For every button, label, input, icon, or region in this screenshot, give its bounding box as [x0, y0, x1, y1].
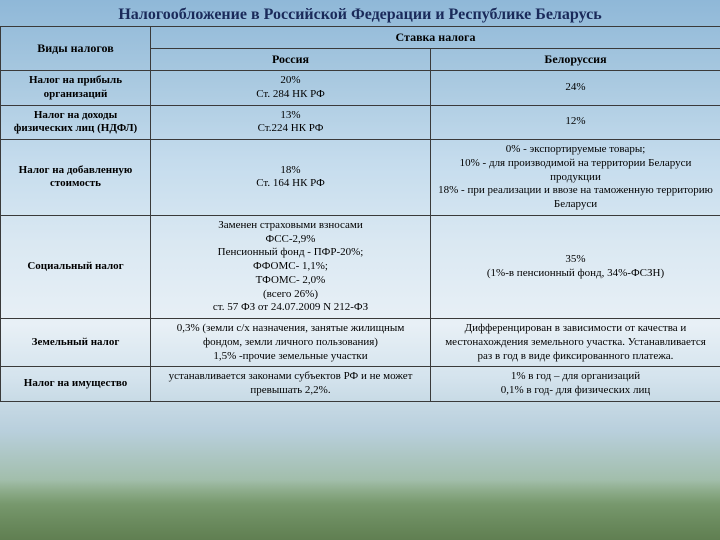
cell-type: Налог на доходы физических лиц (НДФЛ): [1, 105, 151, 140]
cell-ru: устанавливается законами субъектов РФ и …: [151, 367, 431, 402]
table-row: Налог на доходы физических лиц (НДФЛ) 13…: [1, 105, 720, 140]
cell-type: Налог на имущество: [1, 367, 151, 402]
cell-by: 35%(1%-в пенсионный фонд, 34%-ФСЗН): [431, 215, 720, 318]
cell-type: Социальный налог: [1, 215, 151, 318]
table-row: Налог на прибыль организаций 20%Ст. 284 …: [1, 71, 720, 106]
th-russia: Россия: [151, 49, 431, 71]
table-row: Налог на добавленную стоимость 18%Ст. 16…: [1, 140, 720, 216]
cell-ru: 20%Ст. 284 НК РФ: [151, 71, 431, 106]
th-types: Виды налогов: [1, 27, 151, 71]
cell-type: Налог на добавленную стоимость: [1, 140, 151, 216]
table-row: Социальный налог Заменен страховыми взно…: [1, 215, 720, 318]
cell-by: Дифференцирован в зависимости от качеств…: [431, 319, 720, 367]
cell-by: 12%: [431, 105, 720, 140]
page-title: Налогообложение в Российской Федерации и…: [0, 0, 720, 26]
th-rate: Ставка налога: [151, 27, 720, 49]
table-row: Налог на имущество устанавливается закон…: [1, 367, 720, 402]
cell-by: 24%: [431, 71, 720, 106]
cell-by: 0% - экспортируемые товары;10% - для про…: [431, 140, 720, 216]
cell-by: 1% в год – для организаций0,1% в год- дл…: [431, 367, 720, 402]
cell-ru: 0,3% (земли с/х назначения, занятые жили…: [151, 319, 431, 367]
cell-ru: Заменен страховыми взносамиФСС-2,9%Пенси…: [151, 215, 431, 318]
cell-type: Земельный налог: [1, 319, 151, 367]
cell-type: Налог на прибыль организаций: [1, 71, 151, 106]
tax-table: Виды налогов Ставка налога Россия Белору…: [0, 26, 720, 402]
cell-ru: 18%Ст. 164 НК РФ: [151, 140, 431, 216]
th-belarus: Белоруссия: [431, 49, 720, 71]
cell-ru: 13%Ст.224 НК РФ: [151, 105, 431, 140]
table-row: Земельный налог 0,3% (земли с/х назначен…: [1, 319, 720, 367]
